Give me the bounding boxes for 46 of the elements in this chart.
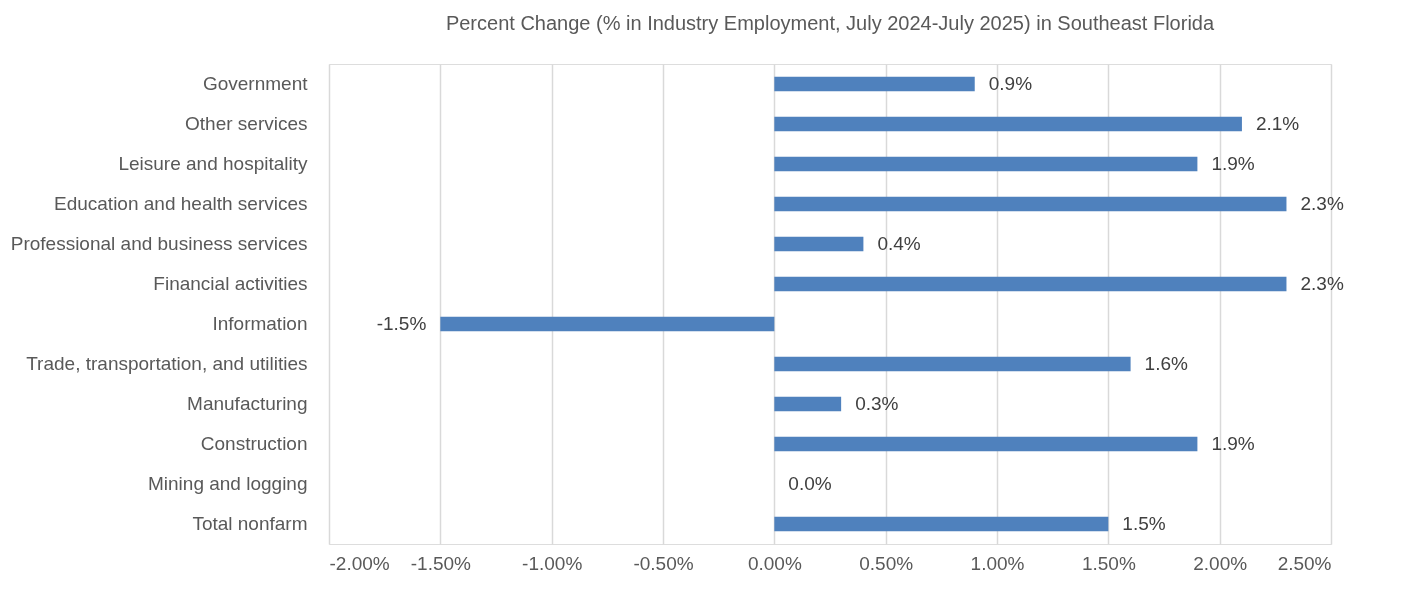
x-tick-label: 2.00% [1193,552,1248,574]
data-label: 1.9% [1211,433,1255,454]
chart-title: Percent Change (% in Industry Employment, July 2024-July 2025) in Southeast Florida [445,12,1215,34]
bar [774,156,1198,172]
bar [440,316,775,332]
y-tick-label: Manufacturing [187,393,308,414]
y-tick-label: Trade, transportation, and utilities [26,353,308,374]
x-tick-label: 0.50% [859,552,914,574]
x-tick-label: 2.50% [1277,552,1332,574]
data-label: 1.5% [1122,513,1166,534]
bar [774,76,975,92]
data-label: 0.0% [788,473,832,494]
bar [774,116,1242,132]
bar [774,396,842,412]
y-tick-label: Professional and business services [10,233,308,254]
y-tick-label: Other services [185,113,308,134]
x-tick-label: 1.00% [970,552,1025,574]
x-tick-label: -0.50% [633,552,694,574]
y-tick-label: Education and health services [54,193,308,214]
y-tick-label: Leisure and hospitality [118,153,308,174]
data-label: -1.5% [376,313,427,334]
bar [774,196,1287,212]
data-label: 1.6% [1144,353,1189,374]
y-tick-label: Government [202,73,309,94]
y-tick-label: Financial activities [153,273,308,294]
bar [774,276,1287,292]
x-tick-label: -1.00% [522,552,583,574]
x-tick-label: -1.50% [410,552,472,574]
bar [774,356,1131,372]
y-tick-label: Information [212,313,308,334]
data-label: 0.3% [855,393,899,414]
y-tick-label: Construction [200,433,308,454]
bar [774,516,1109,532]
x-tick-label: 0.00% [747,552,802,574]
y-tick-label: Mining and logging [147,473,308,494]
data-label: 2.3% [1300,193,1344,214]
data-label: 1.9% [1211,153,1255,174]
y-tick-label: Total nonfarm [192,513,308,534]
data-label: 0.9% [988,73,1033,94]
data-label: 2.3% [1300,273,1344,294]
data-label: 2.1% [1255,113,1300,134]
x-tick-label: -2.00% [329,552,390,574]
data-label: 0.4% [877,233,921,254]
bar [774,436,1198,452]
bar [774,236,864,252]
x-tick-label: 1.50% [1081,552,1136,574]
